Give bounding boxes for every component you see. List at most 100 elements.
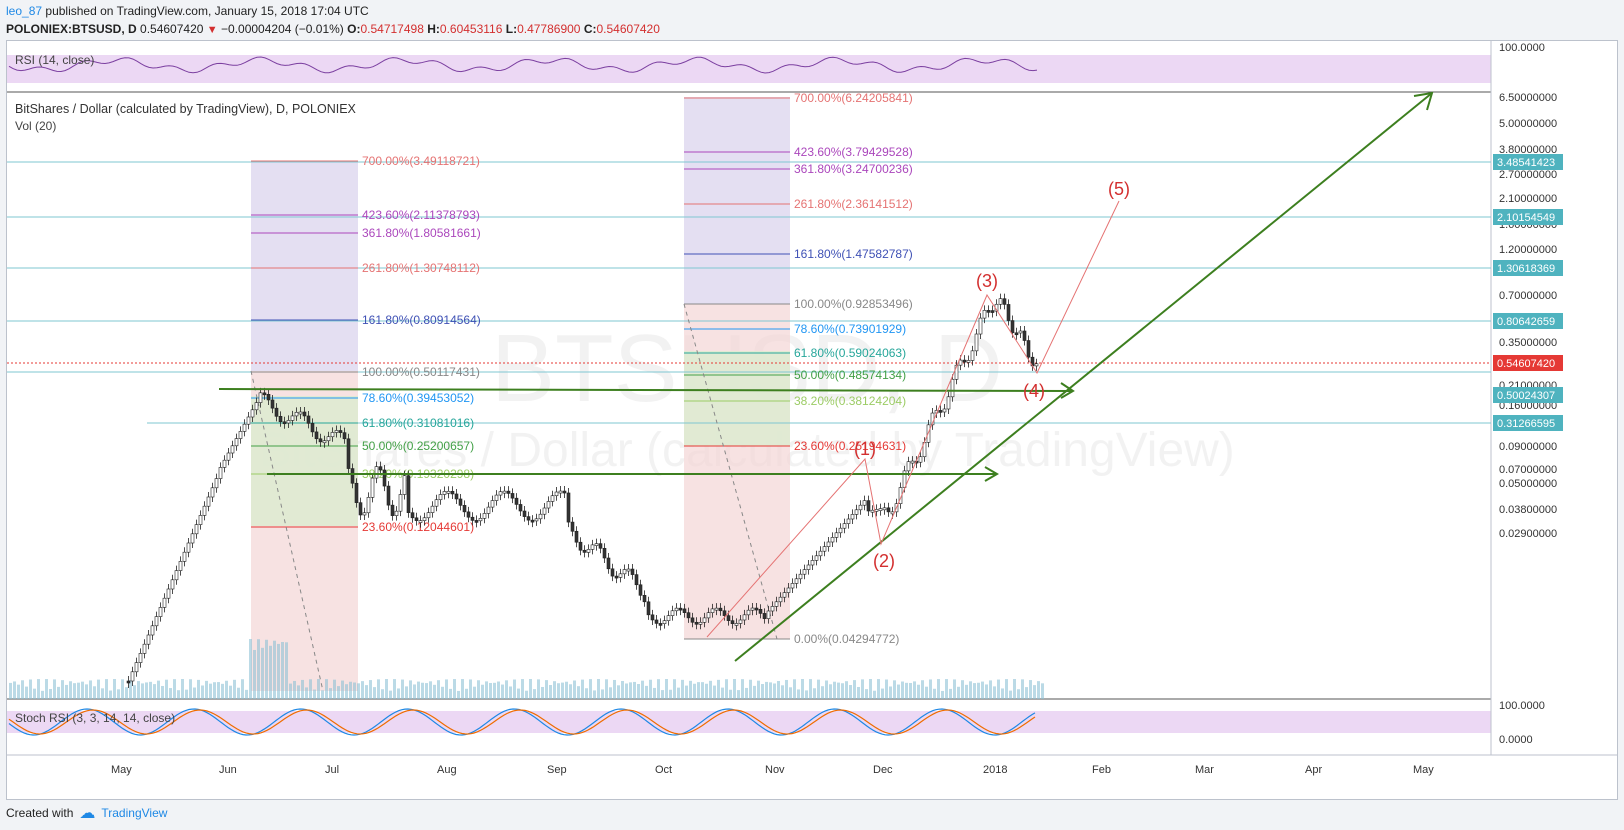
candle-body bbox=[322, 440, 327, 444]
volume-bar bbox=[221, 683, 224, 699]
rsi-pane-label[interactable]: RSI (14, close) bbox=[15, 53, 95, 67]
volume-bar bbox=[45, 679, 48, 699]
symbol-label: POLONIEX:BTSUSD, D bbox=[6, 22, 137, 36]
candle-body bbox=[294, 412, 299, 417]
chart-frame[interactable]: BTSUSD, D BitShares / Dollar (calculated… bbox=[6, 40, 1618, 800]
candle-body bbox=[666, 615, 671, 621]
volume-bar bbox=[885, 679, 888, 699]
volume-bar bbox=[945, 679, 948, 699]
candle-body bbox=[298, 411, 303, 415]
price-badge-label: 0.31266595 bbox=[1497, 418, 1555, 430]
candle-body bbox=[654, 619, 659, 624]
volume-bar bbox=[765, 681, 768, 699]
fib-level-label: 261.80%(2.36141512) bbox=[794, 197, 913, 211]
fib-level-label: 161.80%(1.47582787) bbox=[794, 247, 913, 261]
volume-bar bbox=[469, 679, 472, 699]
volume-bar bbox=[621, 680, 624, 699]
volume-bar bbox=[865, 689, 868, 699]
candle-body bbox=[870, 509, 875, 513]
candle-body bbox=[482, 513, 487, 519]
fib-level-label: 23.60%(0.25194631) bbox=[794, 439, 906, 453]
time-axis-tick: 2018 bbox=[983, 764, 1007, 776]
volume-bar bbox=[289, 683, 292, 699]
candle-body bbox=[694, 621, 699, 625]
volume-bar bbox=[385, 679, 388, 699]
volume-bar bbox=[133, 685, 136, 699]
volume-bar bbox=[349, 681, 352, 699]
volume-bar bbox=[593, 690, 596, 699]
open-label: O: bbox=[347, 22, 361, 36]
wave-1-label: (1) bbox=[854, 439, 876, 459]
volume-bar bbox=[681, 679, 684, 699]
candle-body bbox=[810, 560, 815, 566]
volume-bar bbox=[697, 682, 700, 699]
candle-body bbox=[194, 524, 199, 535]
main-pane-label[interactable]: BitShares / Dollar (calculated by Tradin… bbox=[15, 102, 356, 116]
volume-bar bbox=[85, 684, 88, 699]
volume-bar bbox=[613, 679, 616, 699]
fib1-extension-zone bbox=[251, 161, 358, 371]
volume-bar bbox=[901, 681, 904, 699]
time-axis-tick: Jun bbox=[219, 764, 237, 776]
candle-body bbox=[614, 575, 619, 579]
candle-body bbox=[998, 298, 1003, 305]
volume-bar bbox=[285, 642, 288, 699]
volume-bar bbox=[21, 680, 24, 699]
volume-bar bbox=[745, 687, 748, 699]
fib-level-label: 700.00%(6.24205841) bbox=[794, 91, 913, 105]
volume-bar bbox=[497, 681, 500, 699]
candle-body bbox=[570, 521, 575, 532]
fib-level-label: 700.00%(3.49118721) bbox=[362, 154, 480, 168]
time-axis-tick: Oct bbox=[655, 764, 672, 776]
candle-body bbox=[398, 494, 403, 512]
volume-bar bbox=[369, 680, 372, 699]
fib2-trend-line bbox=[683, 303, 778, 640]
candle-body bbox=[710, 608, 715, 613]
high-value: 0.60453116 bbox=[439, 22, 503, 36]
candle-body bbox=[978, 317, 983, 335]
candle-body bbox=[454, 493, 459, 500]
candle-body bbox=[698, 621, 703, 625]
price-badge-label: 0.80642659 bbox=[1497, 316, 1555, 328]
candle-body bbox=[426, 512, 431, 519]
volume-bar bbox=[709, 680, 712, 699]
candle-body bbox=[650, 614, 655, 621]
chart-canvas[interactable]: BTSUSD, D BitShares / Dollar (calculated… bbox=[7, 41, 1617, 799]
volume-bar bbox=[985, 684, 988, 699]
price-change: −0.00004204 (−0.01%) bbox=[221, 22, 344, 36]
volume-bar bbox=[505, 680, 508, 699]
volume-bar bbox=[957, 686, 960, 699]
fib-level-label: 423.60%(3.79429528) bbox=[794, 145, 913, 159]
candle-body bbox=[394, 510, 399, 516]
volume-bar bbox=[829, 684, 832, 699]
candle-body bbox=[918, 456, 923, 463]
candle-body bbox=[990, 310, 995, 313]
volume-bar bbox=[157, 680, 160, 699]
volume-bar bbox=[181, 679, 184, 699]
high-label: H: bbox=[427, 22, 440, 36]
volume-bar bbox=[441, 686, 444, 699]
candle-body bbox=[722, 610, 727, 616]
candle-body bbox=[470, 516, 475, 521]
candle-body bbox=[330, 432, 335, 438]
volume-bar bbox=[929, 679, 932, 699]
publisher-link[interactable]: leo_87 bbox=[6, 4, 43, 18]
volume-pane-label[interactable]: Vol (20) bbox=[15, 119, 57, 133]
volume-bar bbox=[549, 685, 552, 699]
support-arrows bbox=[218, 91, 1434, 662]
candle-body bbox=[706, 612, 711, 619]
candle-body bbox=[830, 537, 835, 543]
volume-bar bbox=[661, 690, 664, 699]
volume-bar bbox=[17, 684, 20, 699]
volume-bar bbox=[473, 686, 476, 699]
volume-bar bbox=[837, 682, 840, 699]
stoch-pane-label[interactable]: Stoch RSI (3, 3, 14, 14, close) bbox=[15, 711, 176, 725]
volume-bar bbox=[933, 688, 936, 699]
candle-body bbox=[734, 623, 739, 626]
tradingview-link[interactable]: TradingView bbox=[101, 806, 168, 820]
candle-body bbox=[370, 477, 375, 498]
candle-body bbox=[182, 551, 187, 562]
fib-level-label: 100.00%(0.92853496) bbox=[794, 297, 913, 311]
volume-bar bbox=[777, 681, 780, 699]
elliott-wave-path bbox=[706, 200, 1120, 638]
